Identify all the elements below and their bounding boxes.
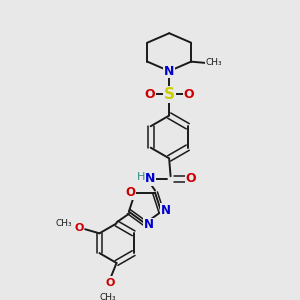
Text: O: O (184, 88, 194, 101)
Text: S: S (164, 87, 175, 102)
Text: CH₃: CH₃ (100, 293, 117, 300)
Text: O: O (74, 224, 83, 233)
Text: N: N (161, 204, 171, 217)
Text: O: O (185, 172, 196, 185)
Text: CH₃: CH₃ (205, 58, 222, 68)
Text: O: O (106, 278, 115, 288)
Text: H: H (137, 172, 146, 182)
Text: O: O (126, 186, 136, 199)
Text: O: O (144, 88, 155, 101)
Text: CH₃: CH₃ (56, 219, 73, 228)
Text: N: N (164, 64, 174, 78)
Text: N: N (145, 172, 155, 185)
Text: N: N (144, 218, 154, 231)
